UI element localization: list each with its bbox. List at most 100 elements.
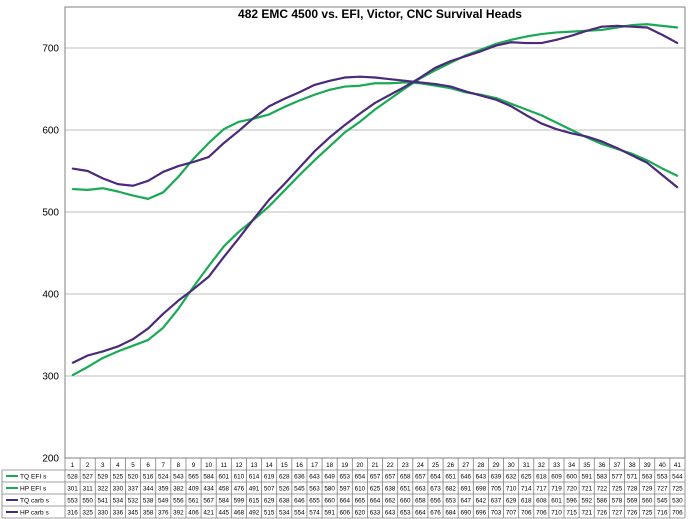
x-tick-label: 31 [523,462,531,469]
x-tick-label: 14 [266,462,274,469]
x-tick-label: 40 [659,462,667,469]
data-label: 549 [158,498,169,505]
data-point [510,102,512,105]
data-point [298,174,301,177]
x-tick-label: 34 [568,462,576,469]
data-point [570,129,573,131]
data-point [646,161,649,164]
data-label: 721 [581,510,592,517]
x-tick-label: 21 [371,462,379,469]
data-label: 330 [113,486,124,493]
data-point [71,374,74,377]
data-label: 527 [82,474,93,481]
data-label: 541 [98,498,109,505]
data-point [358,84,361,87]
data-point [404,79,407,82]
data-point [313,84,316,86]
data-point [631,25,633,28]
data-point [434,83,437,85]
data-point [449,60,452,63]
data-point [117,190,119,193]
data-label: 643 [476,474,487,481]
data-label: 376 [158,510,169,517]
data-label: 322 [98,486,109,493]
data-point [101,187,104,190]
data-point [238,120,240,123]
data-point [71,167,74,170]
x-tick-label: 39 [644,462,652,469]
data-point [510,38,512,41]
data-point [676,26,679,29]
data-point [268,105,271,108]
data-label: 643 [385,510,396,517]
data-label: 532 [128,498,139,505]
x-tick-label: 9 [192,462,196,469]
data-label: 468 [234,510,245,517]
data-label: 636 [294,474,305,481]
data-point [71,188,74,190]
x-tick-label: 24 [417,462,425,469]
data-label: 596 [566,498,577,505]
data-point [283,106,286,108]
data-label: 615 [249,498,260,505]
data-label: 609 [551,474,562,481]
data-point [132,338,134,340]
data-label: 545 [657,498,668,505]
data-point [222,142,225,145]
data-label: 330 [98,510,109,517]
series-line [72,75,679,189]
data-point [676,186,679,189]
data-label: 574 [309,510,320,517]
data-point [600,140,603,143]
data-point [328,145,331,148]
data-point [328,88,331,91]
data-label: 344 [143,486,154,493]
data-point [86,366,89,368]
data-point [86,354,89,357]
data-label: 476 [234,486,245,493]
data-label: 717 [536,486,547,493]
data-label: 556 [173,498,184,505]
data-label: 491 [249,486,260,493]
data-label: 658 [400,474,411,481]
data-label: 586 [597,498,608,505]
data-label: 653 [400,510,411,517]
data-point [495,98,497,101]
data-label: 618 [536,474,547,481]
data-point [343,131,346,134]
data-label: 553 [657,474,668,481]
data-point [268,113,271,116]
x-tick-label: 20 [356,462,364,469]
data-point [661,174,664,177]
data-label: 618 [521,498,532,505]
data-label: 345 [128,510,139,517]
data-point [616,26,618,29]
data-label: 563 [642,474,653,481]
data-point [162,170,165,173]
data-point [434,66,437,69]
data-point [298,91,301,94]
data-label: 301 [67,486,78,493]
x-tick-label: 10 [205,462,213,469]
data-point [389,82,392,85]
data-label: 633 [370,510,381,517]
x-tick-label: 1 [71,462,75,469]
data-label: 515 [264,510,275,517]
data-label: 714 [521,486,532,493]
data-point [570,132,573,135]
data-point [253,217,255,220]
data-point [177,307,180,310]
data-point [298,99,301,102]
x-tick-label: 17 [311,462,319,469]
data-point [238,129,240,132]
data-point [177,299,180,302]
data-label: 657 [415,474,426,481]
data-point [343,85,346,88]
data-label: 458 [219,486,230,493]
data-label: 654 [355,474,366,481]
data-point [661,24,664,27]
data-label: 507 [264,486,275,493]
x-tick-label: 15 [281,462,289,469]
data-label: 592 [581,498,592,505]
data-label: 728 [627,486,638,493]
